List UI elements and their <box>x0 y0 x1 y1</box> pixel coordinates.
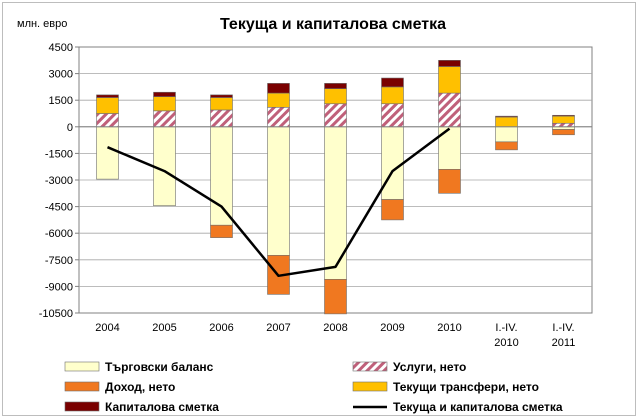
bar-segment <box>324 126 347 280</box>
legend-label: Услуги, нето <box>393 360 466 374</box>
bar-segment <box>495 115 518 118</box>
y-tick-label: -6000 <box>45 228 73 240</box>
bar-segment <box>96 97 119 114</box>
bar-segment <box>267 126 290 256</box>
bar-segment <box>210 94 233 98</box>
legend-swatch <box>64 361 100 372</box>
y-axis: 4500 3000 1500 0 -1500 -3000 -4500 -6000 -7500 -9… <box>39 42 79 320</box>
y-tick-label: -9000 <box>45 281 73 293</box>
y-tick-label: -4500 <box>45 202 73 214</box>
bar-segment <box>96 126 119 180</box>
x-tick-label: 2008 <box>323 322 347 334</box>
legend-swatch <box>352 361 388 372</box>
line-series <box>107 127 451 278</box>
bar-segment <box>96 113 119 128</box>
bar-segment <box>438 59 461 67</box>
bar-segment <box>381 86 404 105</box>
bar-segment <box>438 92 461 128</box>
chart-frame: Текуща и капиталова сметка млн. евро 450… <box>2 2 636 416</box>
bar-segment <box>153 110 176 128</box>
bar-segment <box>552 114 575 117</box>
x-tick-label: I.-IV. <box>495 322 517 334</box>
legend-label: Търговски баланс <box>105 360 214 374</box>
y-tick-label: 0 <box>67 122 73 134</box>
bar-segment <box>210 109 233 128</box>
line-path <box>107 127 451 278</box>
bar-segment <box>324 83 347 89</box>
legend-swatch <box>352 381 388 392</box>
legend-label: Доход, нето <box>105 380 175 394</box>
bar-segment <box>324 103 347 128</box>
bar-segment <box>153 91 176 97</box>
bar-segment <box>324 279 347 315</box>
legend-label: Текуща и капиталова сметка <box>393 400 563 414</box>
unit-label: млн. евро <box>17 18 67 30</box>
bar-segment <box>96 94 119 98</box>
bar-segment <box>552 122 575 128</box>
x-tick-label: 2010 <box>494 337 518 349</box>
x-tick-label: 2010 <box>437 322 461 334</box>
x-tick-label: I.-IV. <box>552 322 574 334</box>
bar-segment <box>552 129 575 136</box>
bar-segment <box>267 83 290 94</box>
bar-segment <box>210 126 233 226</box>
chart: Текуща и капиталова сметка млн. евро 450… <box>17 16 593 414</box>
bar-segment <box>267 92 290 108</box>
bar-segment <box>381 126 404 200</box>
bar-segment <box>381 77 404 88</box>
x-tick-label: 2005 <box>152 322 176 334</box>
bar-segment <box>210 224 233 238</box>
bar-segment <box>438 66 461 94</box>
bar-segment <box>210 97 233 111</box>
y-tick-label: -10500 <box>39 308 73 320</box>
x-tick-label: 2004 <box>95 322 119 334</box>
bar-segment <box>153 96 176 112</box>
y-tick-label: 1500 <box>49 95 73 107</box>
bars <box>96 59 575 315</box>
bar-segment <box>495 141 518 151</box>
bar-segment <box>267 106 290 128</box>
x-tick-label: 2006 <box>209 322 233 334</box>
bar-segment <box>552 115 575 124</box>
chart-title: Текуща и капиталова сметка <box>220 16 446 33</box>
bar-segment <box>381 103 404 128</box>
y-tick-label: -3000 <box>45 175 73 187</box>
x-tick-label: 2009 <box>380 322 404 334</box>
legend-swatch <box>64 401 100 412</box>
x-tick-label: 2011 <box>552 337 576 349</box>
y-tick-label: -1500 <box>45 148 73 160</box>
legend-swatch <box>64 381 100 392</box>
bar-segment <box>495 126 518 143</box>
legend: Търговски баланс Услуги, нето Доход, нето Т… <box>64 360 563 414</box>
x-axis: 2004 2005 2006 2007 2008 2009 2010 I.-IV. 2010 I.… <box>95 322 575 349</box>
bar-segment <box>324 88 347 105</box>
legend-label: Капиталова сметка <box>105 400 219 414</box>
y-tick-label: 4500 <box>49 42 73 54</box>
x-tick-label: 2007 <box>266 322 290 334</box>
bar-segment <box>495 116 518 128</box>
legend-label: Текущи трансфери, нето <box>393 380 539 394</box>
bar-segment <box>381 199 404 221</box>
y-tick-label: 3000 <box>49 69 73 81</box>
bar-segment <box>153 126 176 207</box>
bar-segment <box>438 169 461 194</box>
y-tick-label: -7500 <box>45 255 73 267</box>
